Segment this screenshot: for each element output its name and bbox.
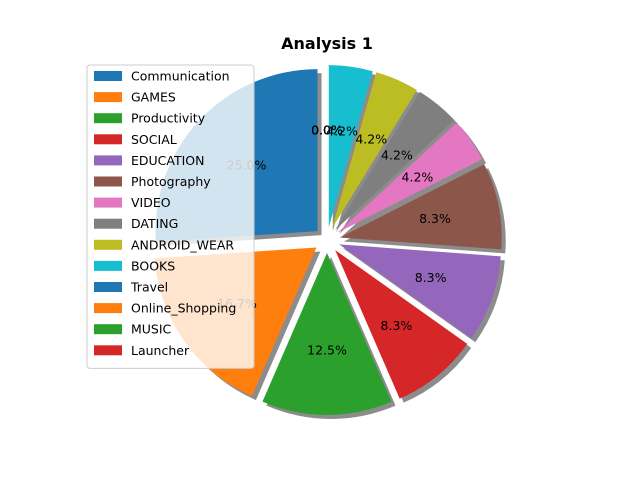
legend-frame (86, 64, 255, 369)
legend-swatch-productivity (94, 113, 122, 124)
legend-label-communication: Communication (131, 69, 230, 84)
slice-android_wear (332, 72, 417, 229)
chart-title: Analysis 1 (281, 34, 373, 53)
legend-swatch-communication (94, 71, 122, 81)
legend-swatch-education (94, 155, 122, 166)
legend-label-games: GAMES (131, 90, 176, 105)
legend-label-education: EDUCATION (131, 153, 205, 168)
percent-label-photography: 8.3% (419, 211, 451, 226)
percent-label-education: 8.3% (415, 270, 447, 285)
legend-swatch-android_wear (94, 239, 122, 250)
percent-label-launcher: 0.0% (311, 122, 343, 137)
legend-label-music: MUSIC (131, 322, 172, 337)
legend-swatch-music (94, 324, 122, 335)
legend-label-books: BOOKS (131, 258, 175, 273)
slice-books (328, 65, 373, 228)
legend-swatch-games (94, 92, 122, 103)
slice-dating (335, 91, 455, 230)
legend-swatch-travel (94, 282, 122, 292)
percent-label-dating: 4.2% (381, 147, 413, 162)
percent-label-music: 0.0% (311, 122, 343, 137)
legend-swatch-launcher (94, 345, 122, 356)
legend-label-video: VIDEO (131, 195, 171, 210)
legend-swatch-books (94, 260, 122, 271)
legend-swatch-online_shopping (94, 303, 122, 314)
legend-label-photography: Photography (131, 174, 211, 189)
legend-swatch-dating (94, 218, 122, 229)
legend-label-online_shopping: Online_Shopping (131, 301, 236, 316)
legend: Communication GAMES Productivity SOCIAL EDUC… (86, 64, 255, 369)
percent-label-online_shopping: 0.0% (311, 122, 343, 137)
slice-productivity (262, 252, 392, 415)
legend-label-productivity: Productivity (131, 111, 206, 126)
percent-label-video: 4.2% (402, 170, 434, 185)
percent-label-social: 8.3% (381, 318, 413, 333)
legend-label-android_wear: ANDROID_WEAR (131, 237, 234, 252)
percent-label-productivity: 12.5% (307, 343, 347, 358)
legend-swatch-video (94, 197, 122, 208)
legend-label-travel: Travel (130, 280, 168, 295)
slice-photography (339, 164, 502, 250)
slice-education (339, 244, 501, 339)
percent-label-android_wear: 4.2% (355, 132, 387, 147)
legend-label-launcher: Launcher (131, 343, 190, 358)
percent-label-travel: 0.0% (311, 122, 343, 137)
slice-social (335, 250, 468, 399)
legend-label-social: SOCIAL (131, 132, 177, 147)
legend-swatch-social (94, 134, 122, 145)
percent-label-books: 4.2% (326, 123, 358, 138)
legend-label-dating: DATING (131, 216, 178, 231)
slice-video (337, 122, 483, 233)
legend-swatch-photography (94, 176, 122, 187)
